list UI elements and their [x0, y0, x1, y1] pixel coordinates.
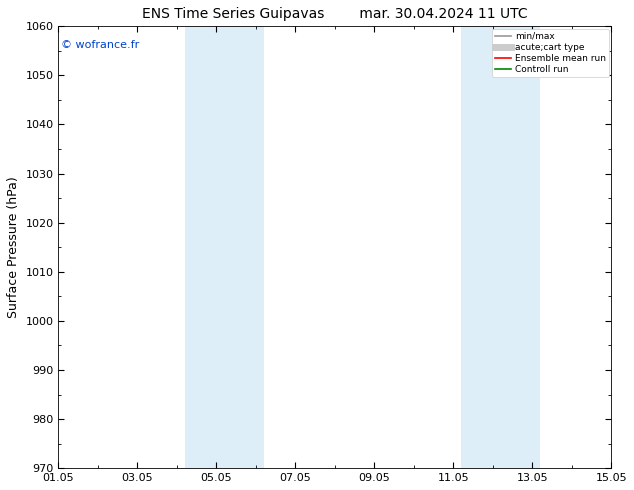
Text: © wofrance.fr: © wofrance.fr [61, 40, 139, 49]
Title: ENS Time Series Guipavas        mar. 30.04.2024 11 UTC: ENS Time Series Guipavas mar. 30.04.2024… [142, 7, 527, 21]
Bar [501, 26, 540, 468]
Bar [224, 26, 264, 468]
Legend: min/max, acute;cart type, Ensemble mean run, Controll run: min/max, acute;cart type, Ensemble mean … [492, 29, 609, 77]
Y-axis label: Surface Pressure (hPa): Surface Pressure (hPa) [7, 176, 20, 318]
Bar [461, 26, 501, 468]
Bar [185, 26, 224, 468]
